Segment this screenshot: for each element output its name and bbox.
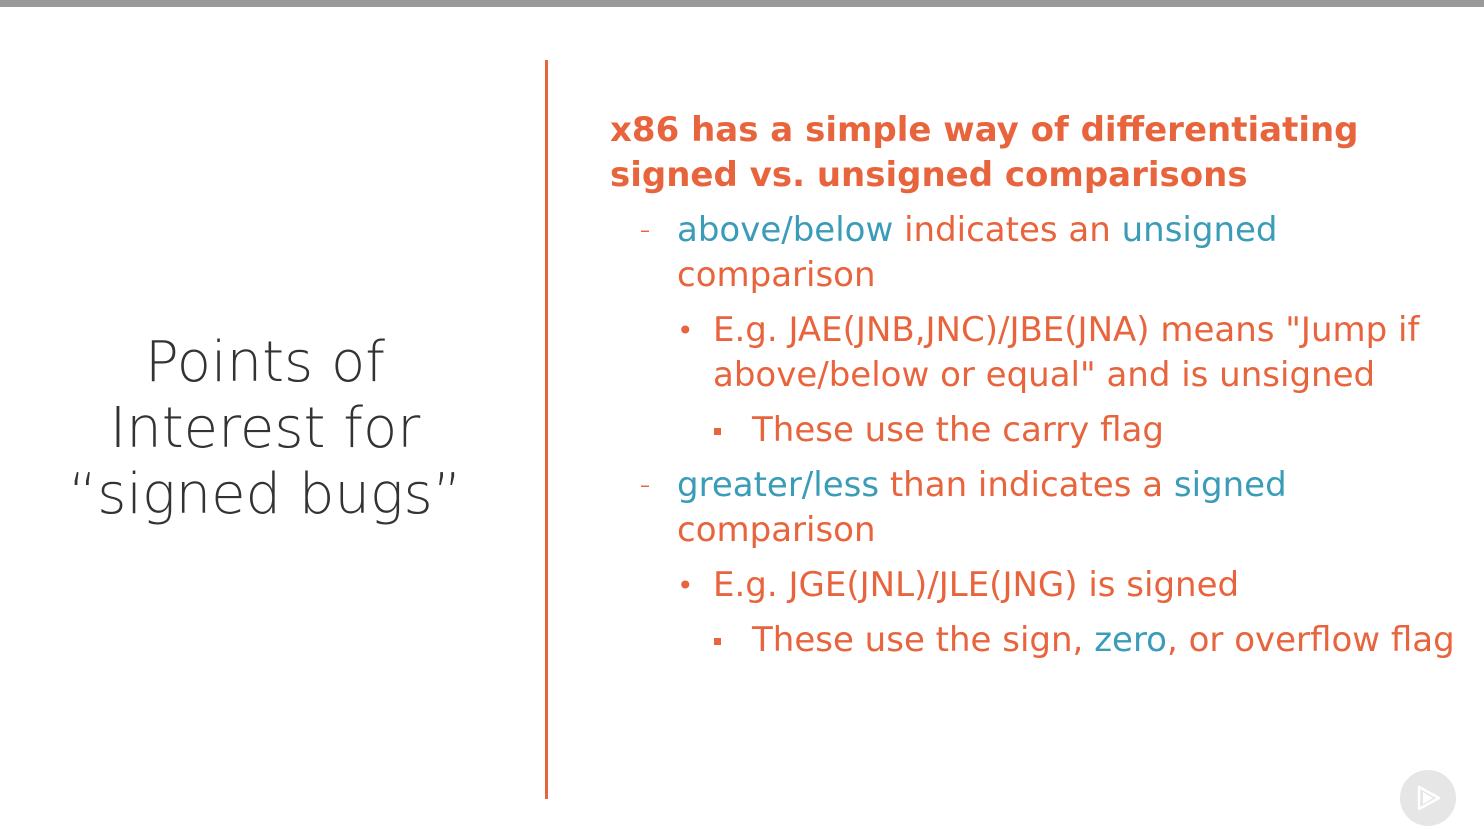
sub-sub-bullet-text: , or overflow flag xyxy=(1167,620,1455,660)
keyword-unsigned: unsigned xyxy=(1121,210,1278,250)
sub-sub-bullet-text: These use the sign, xyxy=(752,620,1095,660)
keyword-above-below: above/below xyxy=(677,210,894,250)
dash-marker: – xyxy=(640,473,650,497)
square-marker xyxy=(714,428,721,435)
sub-sub-bullet-carry-flag: These use the carry flag xyxy=(610,408,1470,453)
dash-marker: – xyxy=(640,218,650,242)
slide-title-line-2: Interest for xyxy=(109,396,421,461)
slide-content: x86 has a simple way of differentiating … xyxy=(610,108,1470,663)
top-progress-bar xyxy=(0,0,1484,7)
slide-title-line-1: Points of xyxy=(145,330,385,395)
bullet-text: comparison xyxy=(677,510,876,550)
play-button[interactable] xyxy=(1400,770,1456,826)
keyword-greater-less: greater/less xyxy=(677,465,880,505)
sub-sub-bullet-text: These use the carry flag xyxy=(752,410,1164,450)
keyword-signed: signed xyxy=(1173,465,1287,505)
keyword-zero: zero xyxy=(1094,620,1167,660)
bullet-greater-less: – greater/less than indicates a signed c… xyxy=(610,463,1470,553)
bullet-text: indicates an xyxy=(893,210,1122,250)
slide-title-line-3: “signed bugs” xyxy=(68,462,462,527)
sub-bullet-jae-example: • E.g. JAE(JNB,JNC)/JBE(JNA) means "Jump… xyxy=(610,308,1470,398)
content-heading: x86 has a simple way of differentiating … xyxy=(610,110,1359,195)
sub-bullet-text: E.g. JGE(JNL)/JLE(JNG) is signed xyxy=(713,565,1240,605)
slide-title: Points of Interest for “signed bugs” xyxy=(40,330,490,528)
dot-marker: • xyxy=(677,569,694,602)
sub-bullet-jge-example: • E.g. JGE(JNL)/JLE(JNG) is signed xyxy=(610,563,1470,608)
play-icon xyxy=(1417,785,1441,811)
dot-marker: • xyxy=(677,314,694,347)
bullet-text: than indicates a xyxy=(879,465,1174,505)
sub-bullet-text: E.g. JAE(JNB,JNC)/JBE(JNA) means "Jump i… xyxy=(713,310,1420,395)
square-marker xyxy=(714,638,721,645)
bullet-above-below: – above/below indicates an unsigned comp… xyxy=(610,208,1470,298)
sub-sub-bullet-sign-zero-overflow: These use the sign, zero, or overflow fl… xyxy=(610,618,1470,663)
vertical-divider xyxy=(545,60,548,799)
bullet-text: comparison xyxy=(677,255,876,295)
